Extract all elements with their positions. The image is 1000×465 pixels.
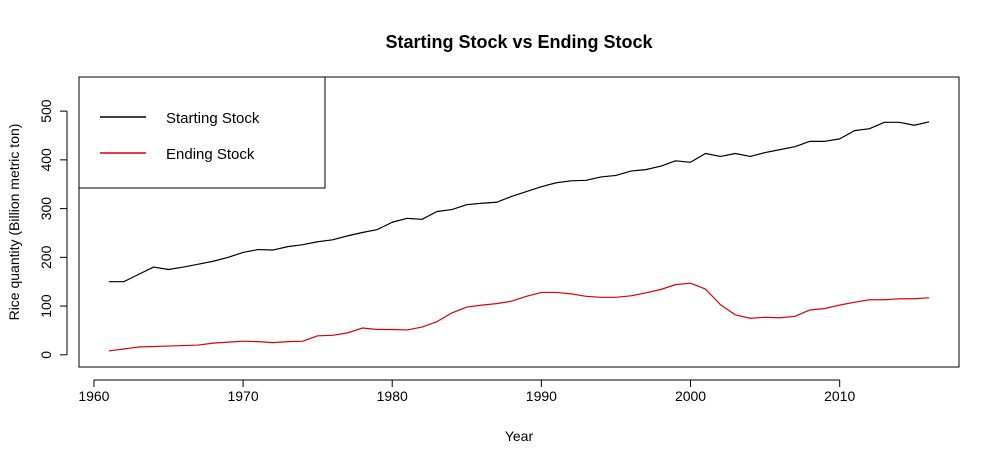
- y-axis-label: Rice quantity (Billion metric ton): [6, 124, 22, 321]
- x-tick-label: 1970: [227, 388, 258, 404]
- y-tick-label: 0: [38, 351, 54, 359]
- x-tick-label: 1960: [78, 388, 109, 404]
- y-tick-label: 500: [38, 99, 54, 123]
- series-layer: [108, 121, 930, 352]
- x-axis-label: Year: [505, 428, 534, 444]
- x-tick-label: 2000: [675, 388, 706, 404]
- y-tick-label: 300: [38, 197, 54, 221]
- legend-box: [78, 76, 326, 189]
- y-axis: 0 100 200 300 400 500: [38, 99, 68, 359]
- y-tick-label: 400: [38, 148, 54, 172]
- y-tick-label: 200: [38, 245, 54, 269]
- legend: Starting Stock Ending Stock: [78, 76, 326, 189]
- y-tick-label: 100: [38, 294, 54, 318]
- x-tick-label: 1990: [526, 388, 557, 404]
- x-axis: 1960 1970 1980 1990 2000 2010: [78, 379, 855, 404]
- x-tick-label: 2010: [824, 388, 855, 404]
- x-tick-label: 1980: [377, 388, 408, 404]
- chart-title: Starting Stock vs Ending Stock: [385, 32, 653, 52]
- plot-frame: [78, 76, 960, 368]
- series-line-ending-stock: [108, 282, 930, 352]
- legend-label-starting-stock: Starting Stock: [166, 110, 260, 127]
- series-line-starting-stock: [108, 121, 930, 283]
- legend-label-ending-stock: Ending Stock: [166, 146, 255, 163]
